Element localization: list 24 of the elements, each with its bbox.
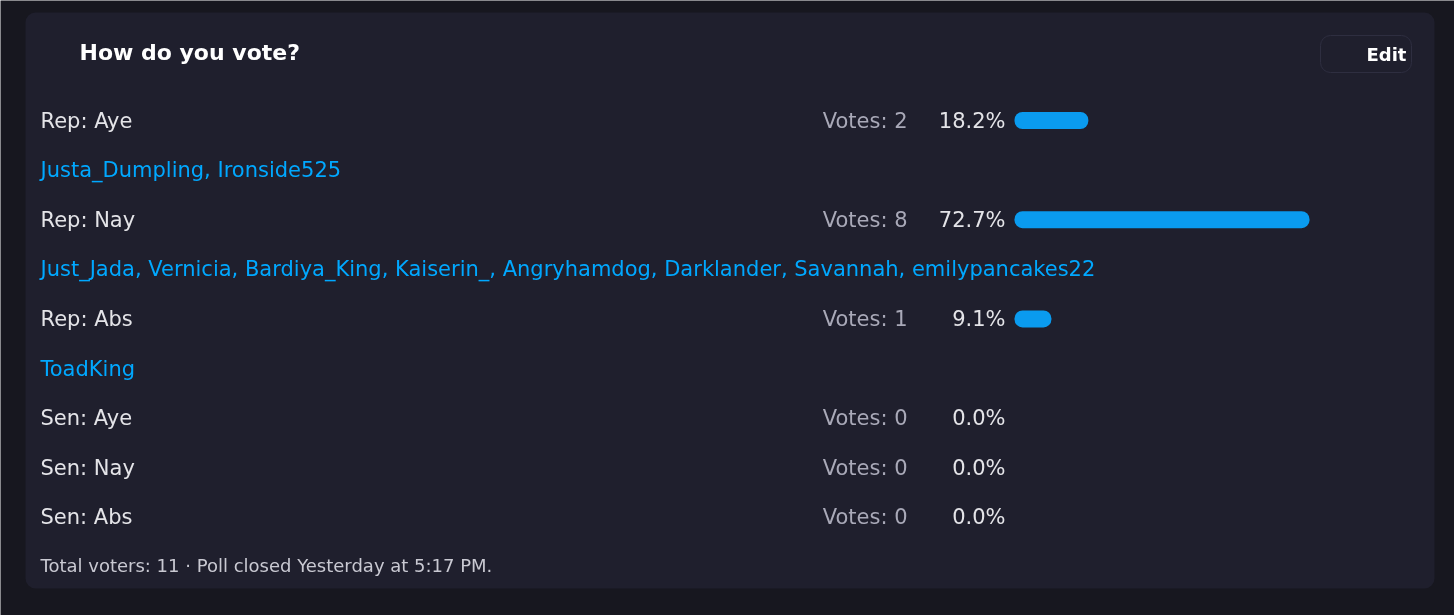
y-tick-label: Rep: Aye — [40, 108, 133, 133]
y-tick-label: Sen: Nay — [40, 455, 135, 480]
data-label: 0.0% — [952, 406, 1006, 431]
y-tick-label: Rep: Nay — [40, 207, 136, 232]
text: Votes: 1 — [822, 306, 908, 331]
y-tick-label: Sen: Aye — [40, 406, 133, 431]
data-label: 0.0% — [952, 455, 1006, 480]
data-label: 9.1% — [952, 306, 1006, 331]
text: Votes: 0 — [822, 505, 908, 530]
y-tick-label: Rep: Abs — [40, 306, 133, 331]
annotation: Just_Jada, Vernicia, Bardiya_King, Kaiserin_, Angryhamdog, Darklander, Savannah, emilypancakes22 — [38, 257, 1096, 283]
text: Votes: 2 — [822, 108, 908, 133]
text: Edit — [1366, 43, 1407, 65]
data-label: 18.2% — [938, 108, 1006, 133]
text: Votes: 8 — [822, 207, 908, 232]
data-label: 0.0% — [952, 505, 1006, 530]
text: Justa_Dumpling, Ironside525 — [38, 158, 342, 184]
y-tick-label: Sen: Abs — [40, 505, 133, 530]
text: How do you vote? — [79, 40, 300, 65]
text: Votes: 0 — [822, 455, 908, 480]
text: Votes: 0 — [822, 406, 908, 431]
data-label: 72.7% — [938, 207, 1006, 232]
text: Total voters: 11 · Poll closed Yesterday at 5:17 PM. — [39, 555, 493, 576]
text: ToadKing — [39, 356, 136, 381]
